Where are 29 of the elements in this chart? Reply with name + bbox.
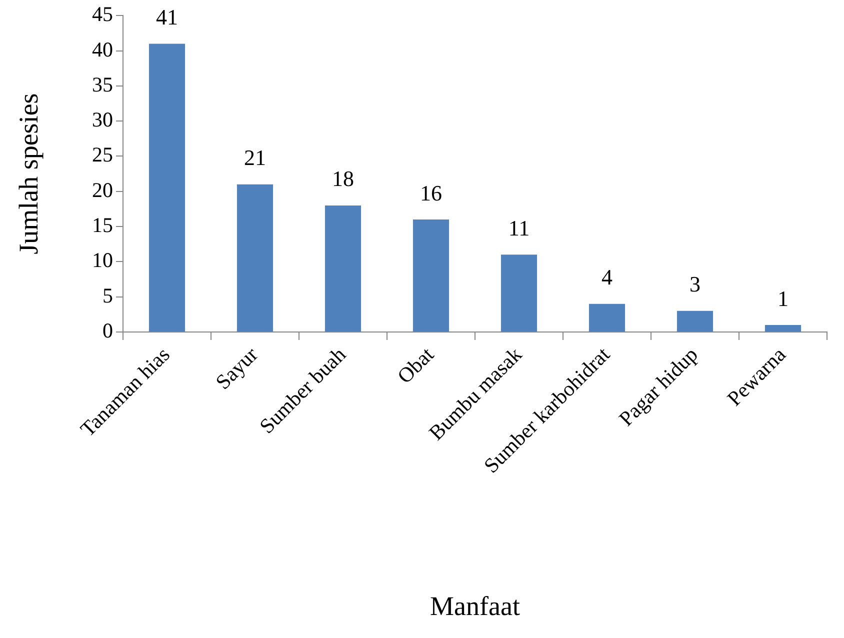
- y-tick-label: 40: [92, 37, 113, 62]
- bar: [324, 205, 362, 332]
- bar: [676, 310, 714, 332]
- data-label: 1: [778, 286, 788, 311]
- data-label: 3: [690, 272, 700, 297]
- data-label: 41: [156, 4, 178, 30]
- y-tick-label: 25: [92, 142, 113, 167]
- bar: [764, 324, 802, 332]
- bar: [412, 220, 450, 332]
- data-label: 16: [420, 180, 442, 206]
- y-tick-label: 5: [102, 283, 113, 308]
- data-label: 11: [508, 215, 530, 240]
- x-tick-label: Obat: [392, 342, 439, 388]
- y-tick-label: 0: [102, 318, 113, 343]
- x-axis-title: Manfaat: [430, 590, 520, 621]
- y-tick-label: 15: [92, 213, 113, 238]
- bar: [148, 44, 186, 332]
- y-tick-label: 20: [92, 178, 113, 202]
- y-tick-label: 10: [92, 248, 113, 272]
- y-tick-label: 45: [92, 2, 113, 26]
- data-label: 18: [332, 166, 354, 192]
- y-tick-label: 35: [92, 72, 113, 96]
- bar: [588, 304, 626, 332]
- bar: [500, 254, 538, 332]
- y-axis-title: Jumlah spesies: [13, 93, 44, 254]
- bar: [236, 184, 274, 332]
- data-label: 21: [244, 145, 266, 170]
- data-label: 4: [602, 264, 612, 290]
- y-tick-label: 30: [92, 108, 113, 132]
